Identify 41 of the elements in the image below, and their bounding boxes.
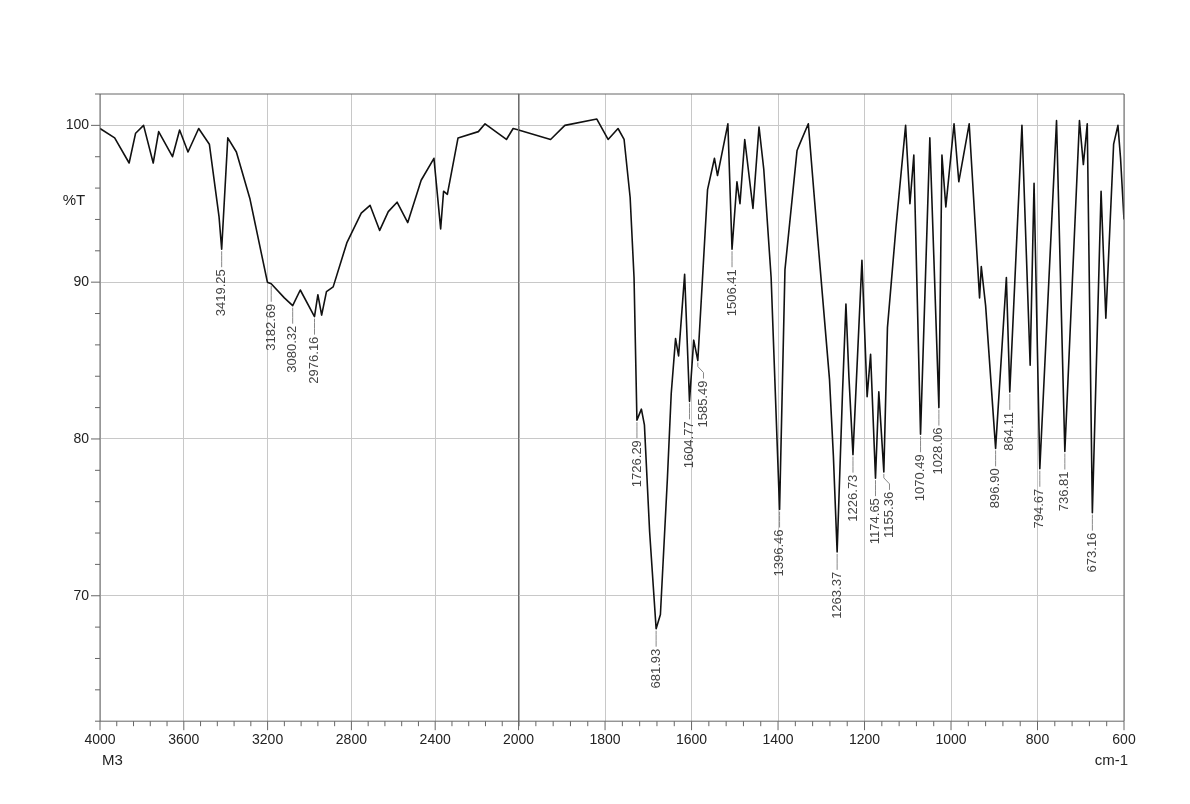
annotation: 864.11 [1001, 411, 1017, 451]
annotation: 3182.69 [262, 303, 278, 351]
annotation: 794.67 [1031, 488, 1047, 529]
x-tick-label: 4000 [84, 731, 116, 748]
x-tick-label: 1200 [849, 731, 881, 748]
x-tick-label: 1000 [935, 731, 968, 748]
annotation: 1726.29 [628, 440, 644, 488]
annotation: 1263.37 [829, 571, 845, 619]
annotation: 3080.32 [284, 325, 300, 373]
x-tick-label: 3200 [252, 731, 284, 748]
annotation: 1028.06 [930, 427, 946, 475]
y-tick-label: 90 [73, 273, 90, 290]
annotation: 736.81 [1056, 471, 1072, 512]
annotation: 1155.36 [881, 491, 897, 538]
annotation: 1070.49 [912, 454, 928, 502]
x-tick-label: 2800 [335, 731, 368, 748]
x-tick-label: 1400 [762, 731, 795, 748]
annotation: 1174.65 [867, 498, 883, 545]
x-tick-label: 1600 [676, 731, 708, 748]
annotation: 1226.73 [844, 474, 860, 522]
x-tick-label: 3600 [168, 731, 200, 748]
annotation: 1604.77 [681, 421, 697, 469]
x-tick-label: 1800 [589, 731, 622, 748]
annotation: 3419.25 [213, 269, 229, 317]
x-tick-label: 2400 [419, 731, 451, 748]
x-tick-label: 600 [1112, 731, 1137, 748]
annotation: 1396.46 [771, 529, 787, 577]
annotation: 1585.49 [695, 380, 711, 428]
x-tick-label: 800 [1026, 731, 1050, 748]
annotation: 896.90 [987, 468, 1003, 509]
x-axis-title: cm-1 [1095, 750, 1129, 768]
annotation: 673.16 [1084, 532, 1100, 573]
y-tick-label: 100 [65, 116, 90, 133]
y-tick-label: 80 [73, 429, 90, 446]
x-tick-label: 2000 [503, 731, 535, 748]
text: M3 [102, 750, 123, 768]
y-tick-label: 70 [73, 586, 90, 603]
annotation: 1506.41 [724, 269, 740, 317]
y-axis-title: %T [62, 190, 86, 208]
annotation: 681.93 [648, 648, 664, 689]
annotation: 2976.16 [306, 336, 322, 384]
